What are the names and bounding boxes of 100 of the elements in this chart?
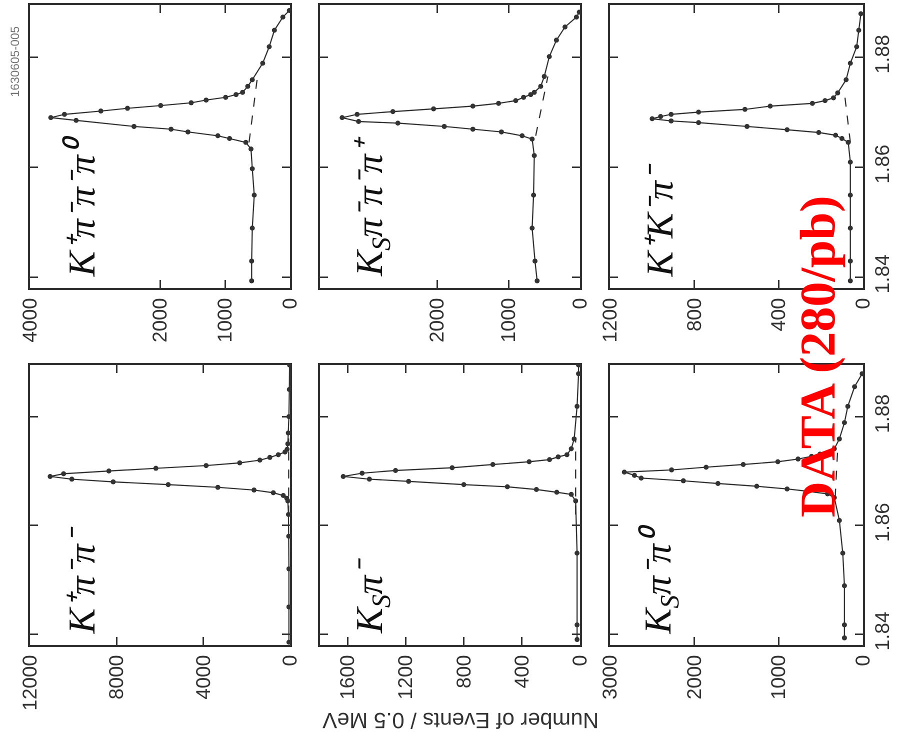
point	[848, 278, 853, 284]
point	[280, 492, 286, 498]
point	[547, 457, 552, 462]
point	[286, 604, 290, 610]
point	[450, 465, 455, 470]
point	[270, 490, 276, 496]
point	[842, 420, 847, 426]
x-tick-label: 3000	[600, 655, 622, 700]
point	[526, 459, 532, 464]
point	[98, 108, 104, 114]
point	[840, 550, 846, 556]
point	[845, 404, 850, 409]
point	[286, 430, 290, 436]
point	[48, 474, 53, 479]
point	[542, 74, 547, 79]
point	[848, 160, 853, 165]
point	[528, 92, 534, 98]
point	[816, 130, 822, 135]
point	[340, 115, 345, 120]
point	[442, 124, 447, 129]
point	[245, 84, 250, 89]
point	[470, 126, 476, 132]
point	[490, 462, 496, 467]
point	[461, 482, 466, 488]
point	[158, 103, 164, 108]
point	[696, 120, 702, 126]
point	[532, 153, 537, 158]
point	[638, 476, 644, 481]
x-tick-label: 0	[852, 298, 874, 310]
point	[354, 112, 360, 117]
point	[842, 635, 847, 640]
point	[356, 119, 362, 124]
x-tick-label: 1000	[214, 298, 236, 342]
point	[668, 112, 674, 117]
point	[276, 452, 281, 458]
point	[574, 622, 580, 628]
x-tick-label: 0	[280, 655, 302, 666]
point	[554, 490, 560, 495]
point	[215, 484, 220, 490]
x-tick-label: 1200	[395, 655, 418, 700]
x-tick-label: 8000	[106, 655, 128, 700]
point	[568, 492, 574, 497]
point	[532, 258, 538, 264]
point	[249, 278, 254, 284]
point	[775, 459, 780, 464]
point	[546, 54, 552, 60]
point	[844, 77, 849, 82]
point	[285, 441, 290, 446]
point	[680, 478, 686, 484]
point	[272, 28, 277, 33]
point	[110, 479, 116, 484]
point	[740, 462, 746, 467]
point	[267, 454, 272, 460]
point	[227, 136, 232, 142]
point	[74, 118, 79, 123]
point	[574, 550, 580, 556]
point	[520, 133, 525, 138]
point	[836, 436, 842, 442]
point	[574, 404, 580, 409]
y-tick-label: 1.88	[872, 394, 894, 434]
x-tick-label: 0	[570, 655, 592, 666]
point	[431, 106, 436, 112]
point	[406, 478, 412, 484]
point	[250, 226, 255, 231]
point	[250, 166, 255, 172]
point	[237, 460, 242, 466]
point	[243, 140, 248, 145]
point	[470, 104, 476, 109]
point	[768, 104, 773, 109]
point	[622, 470, 627, 475]
x-tick-label: 0	[570, 298, 592, 310]
point	[704, 464, 709, 470]
point	[856, 28, 862, 33]
point	[204, 98, 209, 103]
point	[839, 136, 844, 142]
x-axis-title: Number of Events / 0.5 MeV	[322, 708, 599, 734]
point	[249, 258, 254, 264]
point	[833, 132, 838, 138]
annotation: DATA (280/pb)	[790, 196, 846, 518]
point	[248, 146, 254, 152]
point	[858, 11, 863, 16]
point	[854, 44, 860, 50]
point	[669, 467, 674, 472]
point	[576, 371, 580, 376]
x-tick-label: 1000	[498, 298, 520, 342]
point	[223, 94, 228, 100]
point	[48, 115, 54, 120]
point	[534, 487, 539, 492]
point	[696, 110, 702, 115]
point	[234, 92, 239, 98]
point	[504, 484, 510, 490]
point	[532, 90, 537, 95]
point	[842, 583, 847, 588]
text: K⁺K⁻π⁻	[640, 162, 682, 278]
x-tick-label: 1000	[768, 655, 790, 700]
point	[835, 90, 840, 96]
point	[534, 278, 540, 284]
y-tick-label: 1.86	[872, 502, 894, 542]
point	[632, 472, 637, 478]
point	[286, 534, 290, 539]
